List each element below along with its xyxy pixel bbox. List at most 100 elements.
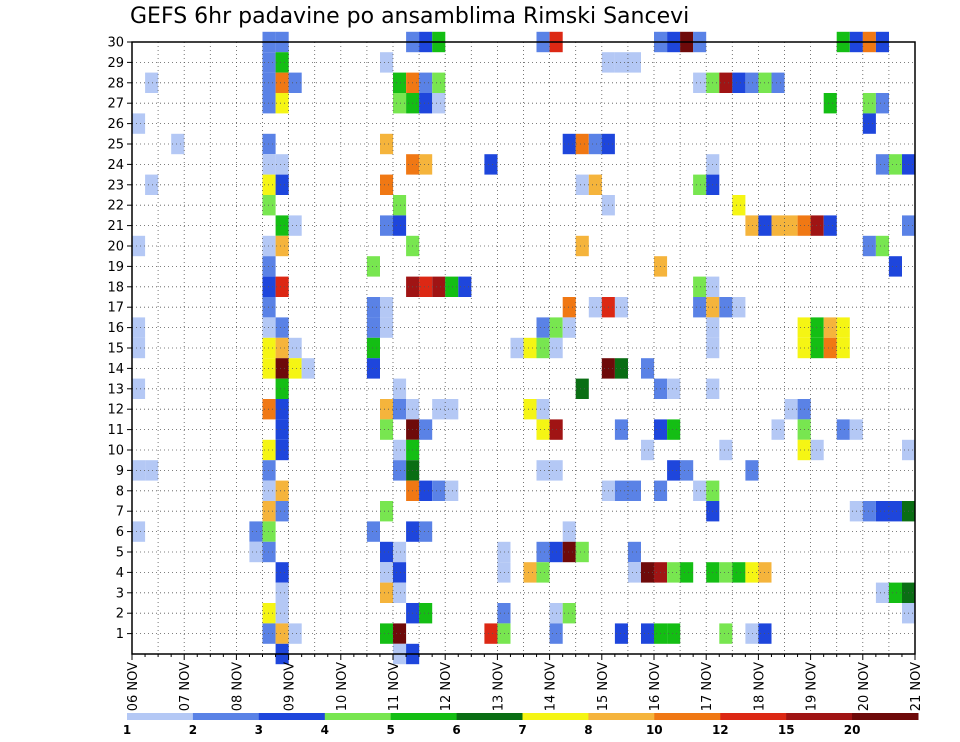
heatmap-cell [380, 562, 394, 583]
y-tick-label: 4 [116, 566, 124, 581]
heatmap-cell [132, 235, 146, 257]
heatmap-cell [641, 358, 655, 379]
heatmap-cell [288, 623, 302, 644]
legend-label: 12 [712, 723, 729, 737]
heatmap-cell [393, 378, 407, 399]
heatmap-cell [497, 623, 511, 644]
heatmap-cell [262, 460, 276, 481]
legend-label: 10 [646, 723, 663, 737]
chart-title: GEFS 6hr padavine po ansamblima Rimski S… [130, 4, 690, 29]
heatmap-cell [732, 195, 746, 216]
heatmap-cell [419, 72, 433, 93]
heatmap-cell [432, 480, 446, 501]
heatmap-cell [575, 541, 589, 563]
heatmap-cell [562, 521, 576, 542]
heatmap-cell [380, 582, 394, 603]
heatmap-cell [262, 276, 276, 297]
heatmap-cell [262, 521, 276, 542]
heatmap-cell [262, 256, 276, 277]
y-tick-label: 26 [107, 117, 124, 132]
x-tick-label: 07 NOV [178, 662, 193, 711]
heatmap-cell [784, 215, 798, 236]
legend-swatch [324, 713, 392, 720]
heatmap-cell [484, 623, 498, 644]
heatmap-cell [862, 93, 876, 114]
heatmap-cell [562, 603, 576, 624]
y-tick-label: 7 [116, 505, 124, 520]
heatmap-cell [249, 541, 263, 563]
legend-swatch [588, 713, 655, 720]
heatmap-cell [262, 52, 276, 73]
heatmap-cell [262, 358, 276, 379]
heatmap-cell [288, 215, 302, 236]
y-tick-label: 1 [116, 627, 124, 642]
heatmap-cell [888, 256, 902, 277]
heatmap-cell [823, 93, 837, 114]
y-tick-label: 2 [116, 607, 124, 622]
heatmap-cell [693, 174, 707, 195]
x-tick-label: 12 NOV [439, 662, 454, 711]
y-tick-label: 29 [107, 56, 124, 71]
legend-swatch [258, 713, 326, 720]
heatmap-cell [262, 174, 276, 195]
heatmap-cell [275, 399, 289, 420]
x-tick-label: 16 NOV [648, 662, 663, 711]
heatmap-cell [680, 460, 694, 481]
heatmap-cell [275, 72, 289, 93]
heatmap-cell [380, 174, 394, 195]
heatmap-cell [875, 93, 889, 114]
heatmap-cell [719, 297, 733, 318]
heatmap-cell [262, 93, 276, 114]
heatmap-cell [562, 297, 576, 318]
heatmap-cell [862, 501, 876, 522]
heatmap-cell [132, 317, 146, 338]
heatmap-cell [810, 317, 824, 338]
heatmap-cell [380, 541, 394, 563]
legend-label: 2 [189, 723, 197, 737]
heatmap-cell [262, 133, 276, 155]
heatmap-cell [836, 337, 850, 359]
legend-swatch [456, 713, 523, 720]
y-tick-label: 3 [116, 586, 124, 601]
heatmap-cell [888, 154, 902, 175]
heatmap-cell [536, 460, 550, 481]
heatmap-cell [432, 399, 446, 420]
heatmap-cell [771, 419, 785, 440]
heatmap-cell [641, 623, 655, 644]
heatmap-cell [810, 439, 824, 461]
heatmap-cell [366, 358, 380, 379]
heatmap-cell [262, 317, 276, 338]
heatmap-cell [719, 72, 733, 93]
heatmap-cell [667, 623, 681, 644]
heatmap-cell [366, 256, 380, 277]
heatmap-cell [366, 337, 380, 359]
heatmap-cell [875, 501, 889, 522]
heatmap-cell [575, 378, 589, 399]
heatmap-cell [732, 72, 746, 93]
heatmap-cell [132, 460, 146, 481]
heatmap-cell [393, 439, 407, 461]
heatmap-cell [888, 582, 902, 603]
heatmap-cell [614, 297, 628, 318]
y-tick-label: 18 [107, 280, 124, 295]
legend-label: 3 [255, 723, 263, 737]
heatmap-cell [484, 154, 498, 175]
legend-swatch [852, 713, 919, 720]
heatmap-cell [419, 93, 433, 114]
legend-swatch [522, 713, 589, 720]
x-tick-label: 19 NOV [805, 662, 820, 711]
heatmap-cell [145, 174, 159, 195]
heatmap-cell [836, 317, 850, 338]
heatmap-cell [536, 562, 550, 583]
heatmap-cell [275, 174, 289, 195]
heatmap-cell [393, 93, 407, 114]
heatmap-cell [366, 317, 380, 338]
heatmap-cell [823, 317, 837, 338]
legend-swatch [786, 713, 853, 720]
heatmap-cell [380, 419, 394, 440]
heatmap-cell [145, 460, 159, 481]
heatmap-cell [275, 419, 289, 440]
heatmap-cell [262, 541, 276, 563]
y-tick-label: 16 [107, 321, 124, 336]
heatmap-cell [445, 480, 459, 501]
